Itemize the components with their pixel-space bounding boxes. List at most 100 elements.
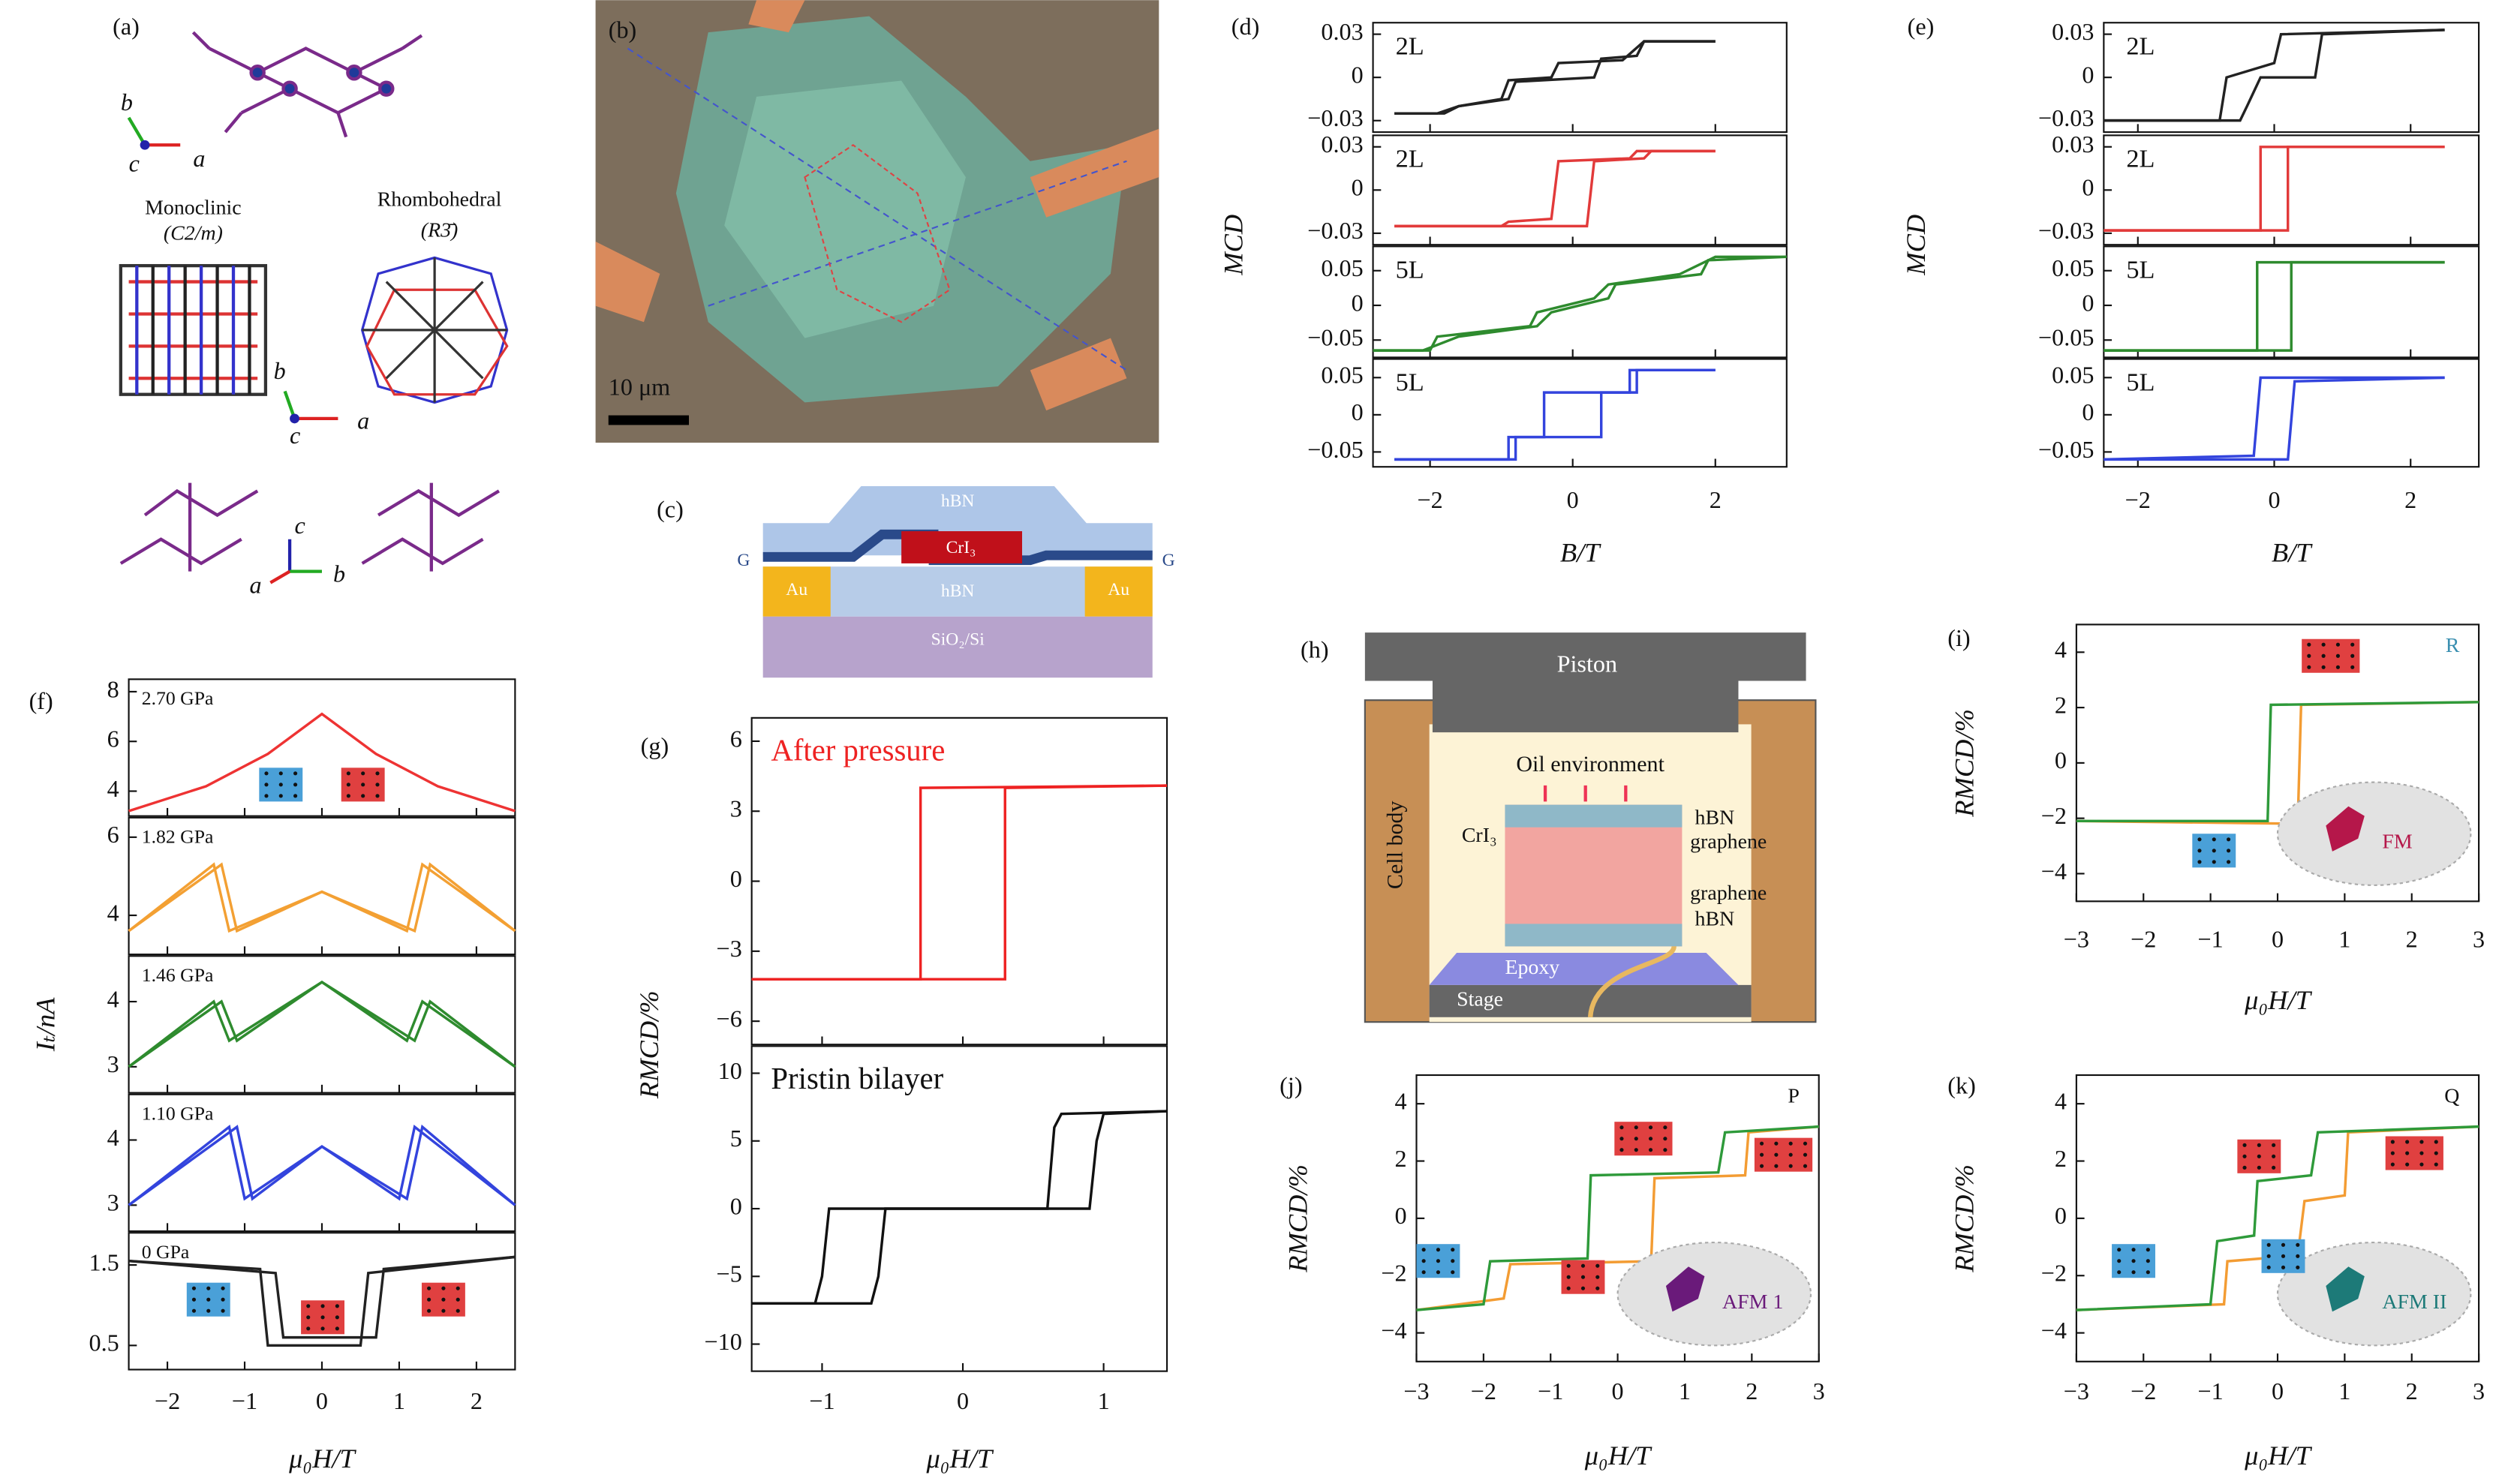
label: Cell body xyxy=(1383,801,1408,889)
subplot-tag: 2L xyxy=(1396,32,1424,60)
spin-dot xyxy=(1436,1248,1441,1252)
spin-dot xyxy=(1436,1259,1441,1263)
spin-dot xyxy=(1451,1248,1455,1252)
spin-dot xyxy=(1451,1270,1455,1275)
curve xyxy=(1394,368,1716,461)
spin-dot xyxy=(1648,1148,1653,1152)
spin-dot xyxy=(206,1308,211,1313)
inset-label: AFM 1 xyxy=(1722,1290,1783,1314)
spin-dot xyxy=(2335,665,2341,669)
y-tick-label: 1.5 xyxy=(89,1248,119,1275)
lattice-top xyxy=(191,31,423,138)
y-axis-label: RMCD/% xyxy=(1283,1164,1313,1273)
curve xyxy=(128,1255,516,1339)
cri3-flake xyxy=(724,80,966,338)
spin-dot xyxy=(2434,1162,2438,1167)
curve xyxy=(1394,40,1716,115)
spin-dot xyxy=(278,794,283,798)
spin-dot xyxy=(1648,1137,1653,1141)
plot-panel: (j) μ₀H/T RMCD/% −3 −2 −1 0 1 2 3 4 2 0 −2 −4 P AFM 1 xyxy=(1280,1072,1825,1470)
y-tick-label: 0.5 xyxy=(89,1329,119,1356)
spin-dot xyxy=(1566,1275,1571,1279)
curve xyxy=(1373,255,1787,352)
inset-region xyxy=(2276,1241,2472,1347)
spin-dot xyxy=(375,794,380,798)
spin-icon xyxy=(2385,1136,2443,1170)
subplot-tag: Q xyxy=(2444,1084,2459,1107)
subplot-tag: 1.10 GPa xyxy=(142,1103,214,1125)
curve xyxy=(1416,1125,1819,1311)
spin-dot xyxy=(2146,1270,2150,1275)
spin-dot xyxy=(2197,849,2202,853)
spin-dot xyxy=(1634,1148,1638,1152)
x-tick-label: −3 xyxy=(2064,1377,2089,1404)
subplot-tag: 2L xyxy=(1396,145,1424,173)
y-tick-label: −2 xyxy=(2041,1260,2067,1287)
y-tick-label: 0.05 xyxy=(2052,362,2094,389)
y-tick-label: 0.03 xyxy=(2052,131,2094,158)
spin-dot xyxy=(221,1308,225,1313)
x-axis-label: B/T xyxy=(1560,538,1601,568)
axis-a: a xyxy=(357,407,369,434)
electrodes xyxy=(595,0,1159,411)
subplot-tag: 0 GPa xyxy=(142,1241,190,1263)
spin-dot xyxy=(191,1286,197,1290)
y-tick-label: 0 xyxy=(2082,174,2094,201)
spin-dot xyxy=(2321,665,2326,669)
au-right xyxy=(1084,566,1153,617)
y-axis-label: Iₜ/nA xyxy=(31,997,61,1052)
spin-dot xyxy=(221,1297,225,1302)
spin-dot xyxy=(2117,1259,2122,1263)
spin-dot xyxy=(306,1326,311,1331)
spin-dot xyxy=(2405,1151,2410,1155)
panel-label: (k) xyxy=(1947,1072,1975,1099)
spin-dot xyxy=(2434,1140,2438,1144)
pressure-arrows xyxy=(1543,785,1628,802)
y-tick-label: −0.03 xyxy=(1307,217,1363,244)
x-tick-label: 2 xyxy=(2404,486,2416,513)
au-left xyxy=(762,566,831,617)
subplot-tag: 5L xyxy=(2126,256,2155,284)
y-tick-label: −0.05 xyxy=(1307,436,1363,463)
spin-dot xyxy=(293,794,298,798)
x-tick-label: 3 xyxy=(2473,1377,2485,1404)
subplot-tag: 1.46 GPa xyxy=(142,964,214,986)
spin-dot xyxy=(346,771,350,776)
curve xyxy=(1394,368,1716,461)
spin-dot xyxy=(2146,1248,2150,1252)
spin-dot xyxy=(1759,1164,1764,1168)
scale-label: 10 μm xyxy=(609,374,670,401)
y-axis-label: MCD xyxy=(1219,215,1249,276)
spin-dot xyxy=(1788,1152,1793,1157)
spin-dot xyxy=(441,1308,446,1313)
structure-name: Monoclinic xyxy=(145,196,242,219)
spin-dot xyxy=(361,794,365,798)
spin-dot xyxy=(2405,1140,2410,1144)
spin-dot xyxy=(1421,1270,1426,1275)
spin-dot xyxy=(2227,860,2231,864)
spin-icon xyxy=(1754,1137,1813,1172)
x-tick-label: −3 xyxy=(1403,1377,1429,1404)
y-tick-label: 2 xyxy=(2055,1145,2067,1172)
panel-b: (b) 10 μm xyxy=(595,0,1159,443)
wire xyxy=(1587,945,1677,1018)
spin-dot xyxy=(206,1286,211,1290)
subplot-tag: R xyxy=(2446,634,2460,657)
y-tick-label: −3 xyxy=(717,935,742,962)
spin-dot xyxy=(1566,1263,1571,1268)
y-tick-label: −0.05 xyxy=(2038,324,2094,351)
y-tick-label: 0 xyxy=(2082,398,2094,425)
axis-a: a xyxy=(193,145,205,172)
inset-phase xyxy=(1665,1266,1705,1312)
x-axis-label: μ₀H/T xyxy=(2244,985,2312,1015)
spin-dot xyxy=(2117,1270,2122,1275)
epoxy xyxy=(1429,952,1739,985)
spin-dot xyxy=(320,1304,325,1308)
y-tick-label: −6 xyxy=(717,1005,742,1032)
axis-a: a xyxy=(249,571,261,598)
curve xyxy=(128,980,516,1068)
y-tick-label: 3 xyxy=(730,795,742,822)
y-tick-label: 8 xyxy=(107,675,119,702)
subplot-tag: P xyxy=(1788,1084,1800,1107)
